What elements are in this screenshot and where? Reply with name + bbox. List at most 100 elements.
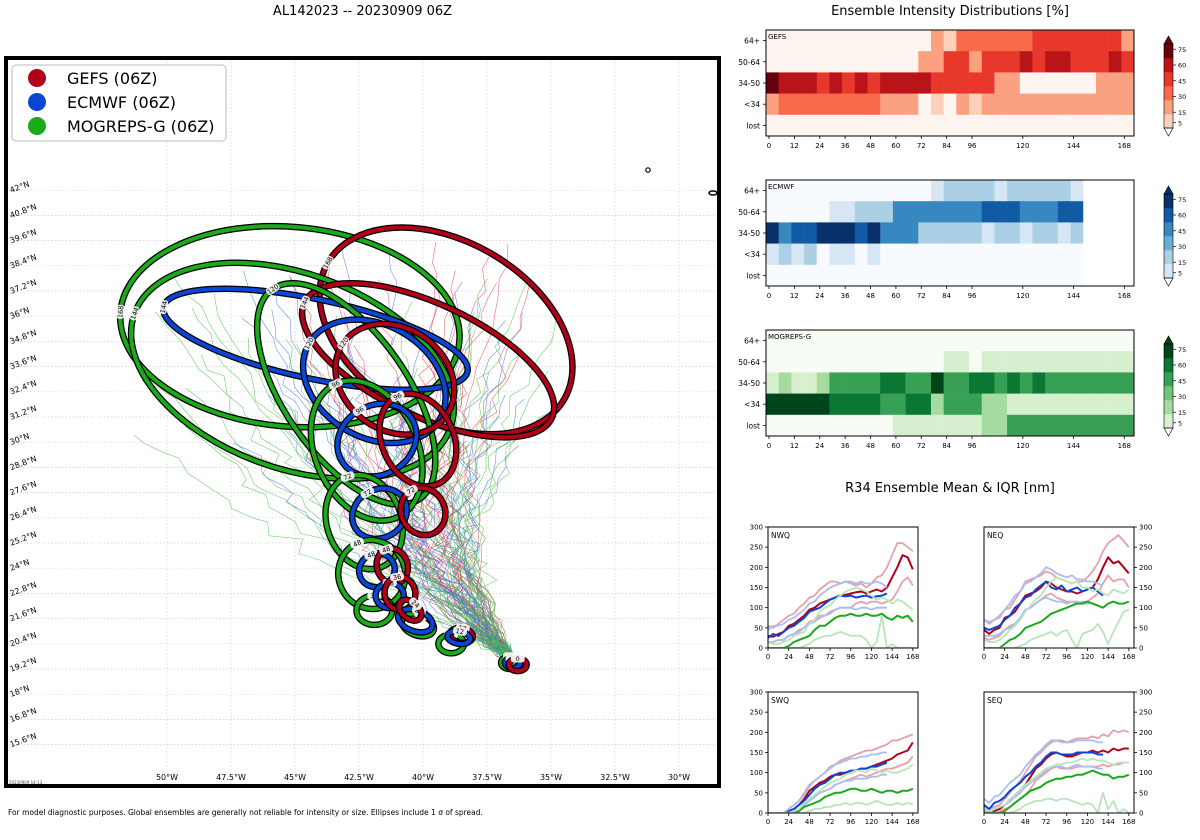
heatmap-cell	[892, 243, 906, 266]
heatmap-cell	[892, 393, 906, 416]
r34-y-tick-label: 0	[759, 810, 763, 818]
ellipse-hour-label: 168	[116, 305, 125, 318]
heatmap-cell	[766, 351, 779, 373]
colorbar-tick-label: 5	[1178, 269, 1182, 277]
heatmap-cell	[880, 114, 894, 137]
heatmap-cell	[1019, 393, 1033, 416]
heatmap-cell	[1121, 201, 1135, 223]
heatmap-cell	[969, 243, 983, 266]
heatmap-cell	[766, 180, 779, 202]
heatmap-gefs: GEFS 64+ 50-64 34-50 <34 lost 0 12 24 36 48 60 72 84 9…	[738, 29, 1186, 150]
ellipse-label-bg	[390, 390, 405, 402]
ensemble-track-mogreps	[386, 395, 515, 666]
ellipse-hour-label: 48	[366, 550, 377, 560]
heatmap-x-tick-label: 12	[790, 142, 799, 150]
ensemble-track-mogreps	[461, 355, 522, 662]
map-title: AL142023 -- 20230909 06Z	[272, 4, 453, 19]
heatmap-cell	[1032, 414, 1046, 437]
heatmap-model-label: ECMWF	[768, 183, 794, 191]
heatmap-cell	[1045, 393, 1059, 416]
heatmap-cell	[778, 93, 792, 116]
heatmap-cell	[1007, 51, 1021, 73]
heatmap-cell	[994, 51, 1008, 73]
heatmap-x-tick-label: 0	[767, 142, 771, 150]
heatmap-cell	[956, 222, 970, 244]
heatmap-cell	[943, 414, 957, 437]
r34-y-tick-label: 200	[750, 564, 763, 572]
heatmap-cell	[778, 330, 792, 352]
r34-x-tick-label: 24	[1000, 653, 1009, 661]
ellipse-label-bg	[265, 282, 280, 296]
heatmap-cell	[880, 264, 894, 287]
heatmap-cell	[829, 393, 843, 416]
heatmap-x-tick-label: 96	[968, 442, 977, 450]
heatmap-cell	[1045, 180, 1059, 202]
heatmap-cell	[829, 243, 843, 266]
heatmap-cell	[969, 351, 983, 373]
heatmap-cell	[969, 222, 983, 244]
r34-line-ecmwf-iqr-high	[984, 566, 1104, 623]
heatmap-cell	[791, 243, 805, 266]
heatmap-model-label: GEFS	[768, 33, 787, 41]
heatmap-cell	[1108, 372, 1122, 394]
heatmap-cell	[829, 114, 843, 137]
track-marker	[645, 167, 651, 173]
lat-label: 19.2°N	[9, 656, 38, 674]
heatmap-cell	[1083, 264, 1097, 287]
heatmap-cell	[816, 180, 830, 202]
heatmap-x-tick-label: 96	[968, 292, 977, 300]
heatmap-cell	[981, 201, 995, 223]
heatmap-cell	[918, 201, 932, 223]
heatmap-x-tick-label: 72	[917, 292, 926, 300]
r34-x-tick-label: 144	[1101, 653, 1115, 661]
heatmap-cell	[1019, 180, 1033, 202]
lat-label: 34.8°N	[9, 328, 38, 346]
lat-label: 36°N	[9, 306, 31, 321]
ellipse-label-bg	[352, 404, 367, 416]
heatmap-cell	[778, 414, 792, 437]
heatmap-cell	[918, 180, 932, 202]
heatmap-cell	[1095, 330, 1109, 352]
heatmap-cell	[956, 372, 970, 394]
heatmap-cell	[1007, 372, 1021, 394]
lat-label: 18°N	[9, 684, 31, 699]
colorbar-tick-label: 30	[1178, 93, 1186, 101]
heatmap-cell	[1108, 351, 1122, 373]
ellipse-label-bg	[337, 336, 350, 350]
r34-line-mogreps-g-iqr-low	[984, 608, 1130, 648]
r34-x-tick-label: 168	[906, 653, 919, 661]
heatmap-cell	[918, 264, 932, 287]
heatmap-cell	[829, 222, 843, 244]
heatmap-cell	[854, 330, 868, 352]
colorbar-segment	[1164, 222, 1173, 237]
heatmap-cell	[1083, 72, 1097, 94]
heatmap-x-tick-label: 36	[841, 442, 850, 450]
heatmap-cell	[994, 393, 1008, 416]
heatmap-cell	[930, 243, 944, 266]
heatmap-cell	[1032, 51, 1046, 73]
heatmap-cell	[918, 30, 932, 52]
lat-label: 39.6°N	[9, 227, 38, 245]
heatmap-cell	[1045, 243, 1059, 266]
heatmap-cell	[791, 72, 805, 94]
heatmap-cell	[1019, 51, 1033, 73]
ellipse-label-bg	[452, 626, 468, 636]
heatmap-cell	[1007, 72, 1021, 94]
heatmap-cell	[981, 372, 995, 394]
heatmap-cell	[905, 93, 919, 116]
r34-y-tick-label: 100	[1139, 604, 1152, 612]
r34-x-tick-label: 120	[865, 653, 878, 661]
heatmap-cell	[1070, 243, 1084, 266]
heatmap-cell	[892, 51, 906, 73]
heatmap-row-label: 50-64	[738, 58, 760, 67]
heatmap-x-tick-label: 72	[917, 442, 926, 450]
r34-y-tick-label: 100	[750, 769, 763, 777]
heatmap-cell	[1083, 201, 1097, 223]
ellipse-gefs-96: 96	[376, 390, 460, 490]
ellipse-label-bg	[350, 537, 365, 549]
r34-x-tick-label: 72	[826, 818, 835, 826]
heatmap-cell	[1019, 372, 1033, 394]
ensemble-track-ecmwf	[241, 318, 513, 669]
heatmap-cell	[905, 51, 919, 73]
